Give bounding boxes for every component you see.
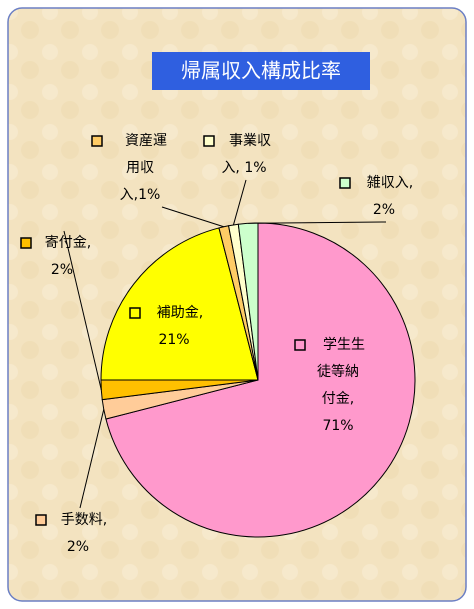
data-label: 21% bbox=[158, 332, 189, 348]
data-label: 徒等納 bbox=[317, 363, 359, 380]
leader-line bbox=[79, 409, 105, 509]
data-label: 雑収入, bbox=[367, 175, 413, 191]
data-label: 寄付金, bbox=[45, 234, 91, 251]
data-label: 付金, bbox=[322, 391, 354, 407]
data-label: 補助金, bbox=[157, 305, 203, 321]
legend-marker bbox=[20, 237, 32, 249]
data-label: 資産運 bbox=[125, 133, 167, 149]
leader-line bbox=[161, 206, 224, 228]
legend-marker bbox=[203, 135, 215, 147]
data-label: 入, 1% bbox=[221, 160, 266, 176]
data-label: 入,1% bbox=[120, 187, 161, 203]
data-label: 手数料, bbox=[61, 512, 107, 528]
data-label: 2% bbox=[51, 262, 73, 278]
data-label: 71% bbox=[322, 418, 353, 434]
leader-line bbox=[232, 179, 247, 226]
legend-marker bbox=[129, 307, 141, 319]
legend-marker bbox=[339, 177, 351, 189]
data-label: 用収 bbox=[126, 160, 154, 176]
pie-slice bbox=[100, 227, 259, 381]
data-label: 2% bbox=[373, 202, 395, 218]
data-label: 事業収 bbox=[229, 133, 271, 149]
pie-slice bbox=[105, 222, 416, 538]
legend-marker bbox=[91, 135, 103, 147]
chart-title: 帰属収入構成比率 bbox=[181, 59, 341, 83]
leader-line bbox=[248, 221, 387, 224]
data-label: 学生生 bbox=[323, 337, 365, 353]
legend-marker bbox=[35, 514, 47, 526]
legend-marker bbox=[294, 339, 306, 351]
title-box bbox=[152, 52, 370, 90]
data-label: 2% bbox=[67, 539, 89, 555]
leader-line bbox=[63, 230, 102, 390]
